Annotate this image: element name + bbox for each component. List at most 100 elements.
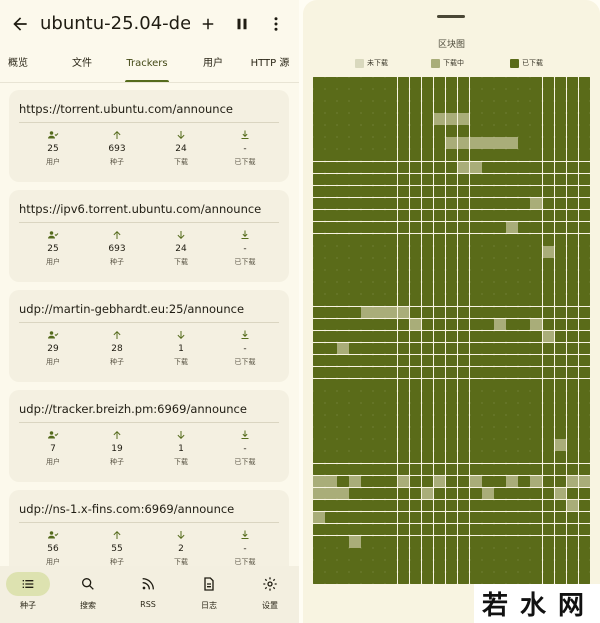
piece-done (325, 415, 337, 427)
arrow-up-icon (97, 328, 137, 342)
piece-done (530, 125, 542, 137)
piece-done (349, 511, 361, 524)
piece-done (313, 427, 325, 439)
piece-done (421, 246, 434, 258)
piece-done (397, 523, 410, 536)
nav-item-gear[interactable]: 设置 (242, 572, 298, 611)
piece-done (409, 499, 422, 512)
tracker-card[interactable]: https://ipv6.torrent.ubuntu.com/announce… (9, 190, 289, 282)
piece-done (470, 499, 482, 512)
piece-done (361, 258, 373, 270)
piece-done (542, 77, 555, 89)
nav-item-document[interactable]: 日志 (181, 572, 237, 611)
piece-done (337, 234, 349, 246)
piece-downloading (433, 113, 446, 125)
piece-done (506, 161, 518, 174)
piece-done (506, 234, 518, 246)
piece-done (421, 475, 434, 488)
drag-handle[interactable] (437, 15, 465, 18)
piece-done (554, 536, 567, 548)
piece-done (445, 197, 458, 210)
tab-2[interactable]: Trackers (108, 52, 186, 82)
piece-done (325, 403, 337, 415)
piece-done (433, 89, 446, 101)
piece-done (518, 330, 530, 343)
leechers-count: 24 (175, 244, 187, 254)
piece-done (385, 536, 397, 548)
piece-done (433, 536, 446, 548)
piece-done (397, 451, 410, 463)
tracker-card[interactable]: udp://ns-1.x-fins.com:6969/announce 56 用户 5… (9, 490, 289, 566)
piece-done (506, 463, 518, 476)
piece-done (397, 536, 410, 548)
more-vert-icon[interactable] (264, 12, 288, 36)
arrow-left-icon[interactable] (8, 12, 32, 36)
piece-done (482, 439, 494, 451)
piece-done (385, 415, 397, 427)
piece-done (457, 282, 470, 294)
piece-done (518, 342, 530, 355)
tab-3[interactable]: 用户 (186, 52, 240, 82)
piece-done (518, 173, 530, 186)
tab-0[interactable]: 概览 (0, 52, 36, 82)
piece-done (385, 270, 397, 282)
piece-done (337, 548, 349, 560)
piece-done (518, 197, 530, 210)
piece-done (578, 234, 591, 246)
piece-done (518, 560, 530, 572)
pause-icon[interactable] (230, 12, 254, 36)
piece-done (373, 548, 385, 560)
tracker-card[interactable]: https://torrent.ubuntu.com/announce 25 用户 6… (9, 90, 289, 182)
piece-done (482, 354, 494, 367)
nav-item-search[interactable]: 搜索 (60, 572, 116, 611)
piece-done (409, 113, 422, 125)
piece-done (313, 366, 325, 379)
tab-4[interactable]: HTTP 源 (240, 52, 299, 82)
piece-done (433, 427, 446, 439)
legend-swatch (510, 58, 519, 68)
piece-done (506, 246, 518, 258)
piece-done (373, 197, 385, 210)
piece-done (518, 258, 530, 270)
piece-done (313, 342, 325, 355)
piece-downloading (457, 161, 470, 174)
piece-done (530, 282, 542, 294)
arrow-down-icon (161, 428, 201, 442)
piece-done (470, 439, 482, 451)
piece-done (482, 463, 494, 476)
piece-done (409, 246, 422, 258)
peers-label: 用户 (46, 158, 60, 166)
piece-done (385, 77, 397, 89)
piece-done (313, 161, 325, 174)
plus-icon[interactable] (196, 12, 220, 36)
leechers-label: 下载 (174, 358, 188, 366)
piece-done (421, 439, 434, 451)
tracker-card[interactable]: udp://tracker.breizh.pm:6969/announce 7 用户… (9, 390, 289, 482)
piece-downloading (409, 318, 422, 331)
tab-label: 用户 (203, 58, 223, 69)
piece-done (518, 439, 530, 451)
piece-downloading (457, 113, 470, 125)
piece-done (578, 487, 591, 500)
piece-done (470, 125, 482, 137)
tab-1[interactable]: 文件 (54, 52, 110, 82)
nav-label: 日志 (201, 601, 217, 610)
piece-done (325, 294, 337, 306)
piece-done (337, 161, 349, 174)
piece-done (506, 258, 518, 270)
nav-item-rss[interactable]: RSS (120, 572, 176, 609)
piece-done (457, 270, 470, 282)
piece-done (482, 282, 494, 294)
piece-done (482, 511, 494, 524)
tracker-card[interactable]: udp://martin-gebhardt.eu:25/announce 29 用户… (9, 290, 289, 382)
nav-item-list[interactable]: 种子 (0, 572, 56, 611)
piece-done (566, 221, 579, 234)
top-app-bar: ubuntu-25.04-desktop-amd64.iso (0, 0, 299, 48)
piece-done (421, 318, 434, 331)
piece-done (373, 77, 385, 89)
seeds-label: 种子 (110, 258, 124, 266)
piece-done (337, 427, 349, 439)
piece-done (470, 354, 482, 367)
piece-done (482, 342, 494, 355)
piece-done (397, 330, 410, 343)
